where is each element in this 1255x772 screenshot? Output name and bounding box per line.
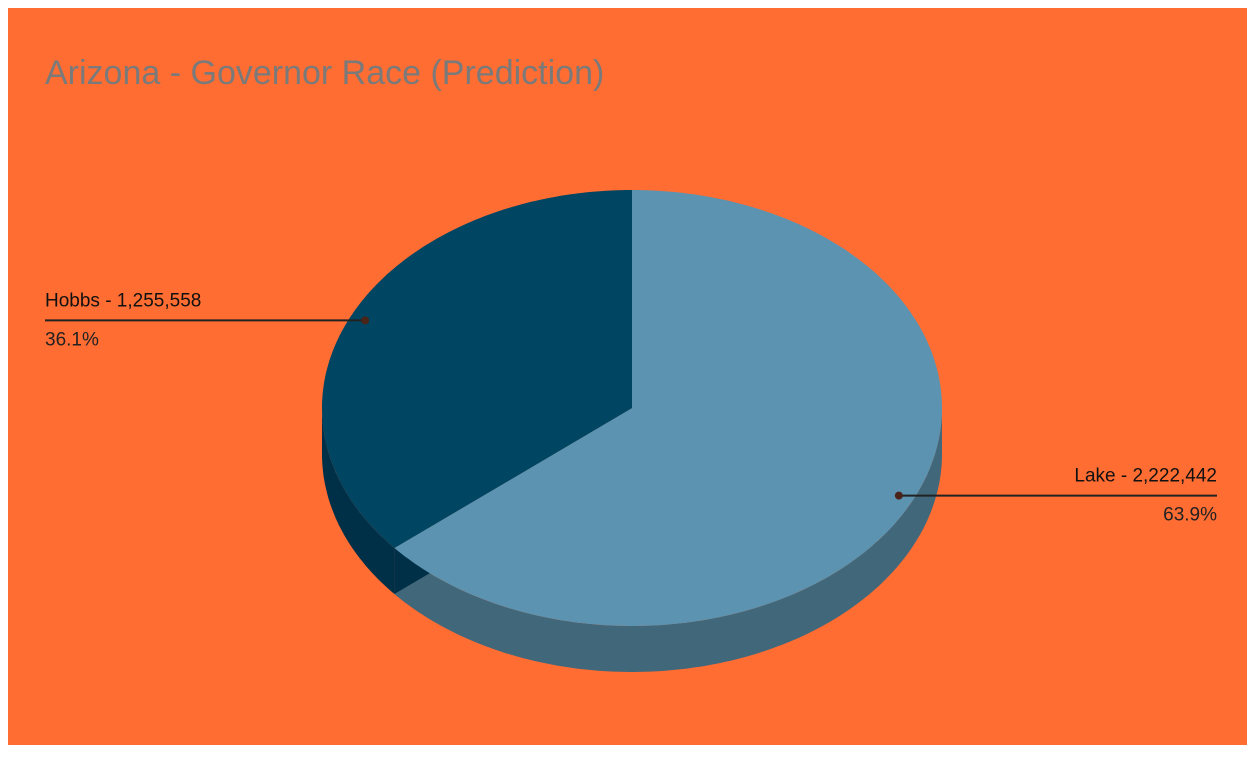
leader-dot [894, 491, 903, 500]
data-label: Lake - 2,222,442 [1074, 466, 1217, 487]
percent-label: 63.9% [1163, 505, 1217, 526]
slice [394, 190, 942, 626]
data-label: Hobbs - 1,255,558 [45, 290, 201, 311]
slice-side [394, 408, 942, 672]
slice-side [322, 408, 395, 594]
leader-dot [361, 316, 370, 325]
slice [322, 190, 632, 548]
percent-label: 36.1% [45, 329, 99, 350]
chart-title: Arizona - Governor Race (Prediction) [45, 54, 604, 92]
